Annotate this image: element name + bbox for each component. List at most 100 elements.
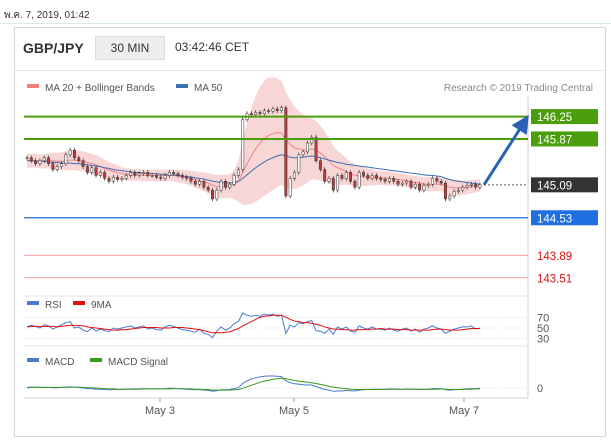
timeframe-button[interactable]: 30 MIN <box>95 36 165 60</box>
candle-body <box>284 107 288 197</box>
candle-body <box>344 172 348 179</box>
rsi-tick-label: 50 <box>537 323 549 335</box>
candle-body <box>176 173 180 176</box>
candle-body <box>55 166 59 170</box>
candle-body <box>103 172 107 179</box>
candle-body <box>154 175 158 178</box>
candle-body <box>400 182 404 185</box>
candle-body <box>474 183 478 188</box>
macd-legend-swatch <box>27 358 39 362</box>
candle-body <box>418 183 422 191</box>
candle-body <box>305 142 309 153</box>
candle-body <box>323 169 327 182</box>
candle-body <box>129 172 132 176</box>
candle-body <box>336 175 340 191</box>
symbol-label: GBP/JPY <box>23 40 84 56</box>
macd-signal-line <box>26 377 480 391</box>
candle-body <box>215 189 219 200</box>
datetime-label: พ.ค. 7, 2019, 01:42 <box>4 10 90 21</box>
macd-legend-label: MACD <box>45 357 74 368</box>
candle-body <box>353 181 357 188</box>
candle-body <box>267 110 271 112</box>
candle-body <box>202 181 206 188</box>
candle-body <box>444 182 447 200</box>
level-label-bg-resistance <box>531 131 598 147</box>
macd-tick-label: 0 <box>537 383 543 395</box>
rsi-line <box>26 312 481 339</box>
candle-body <box>73 149 76 159</box>
candle-body <box>409 181 413 188</box>
candle-body <box>211 189 214 200</box>
candle-body <box>163 175 167 179</box>
candle-body <box>167 172 171 176</box>
candle-body <box>142 172 145 174</box>
rsi-ma-legend-label: 9MA <box>91 300 112 311</box>
candle-body <box>461 186 465 191</box>
candle-body <box>366 175 370 179</box>
level-label-resistance: 145.87 <box>537 134 572 146</box>
candle-body <box>185 176 189 179</box>
candle-body <box>422 185 426 191</box>
rsi-tick-label: 30 <box>537 334 549 346</box>
candle-body <box>392 178 396 182</box>
candle-body <box>111 176 115 182</box>
candle-body <box>262 110 266 114</box>
candle-body <box>228 183 232 188</box>
candle-body <box>258 112 262 114</box>
candle-body <box>193 181 197 185</box>
level-label-resistance: 146.25 <box>537 112 572 124</box>
rsi-ma-line <box>26 314 480 334</box>
chart-panel: GBP/JPY 30 MIN 03:42:46 CET <box>14 27 606 437</box>
candle-body <box>318 160 322 170</box>
candle-body <box>120 178 124 180</box>
candle-body <box>301 151 305 156</box>
candle-body <box>85 166 89 173</box>
candle-body <box>349 172 353 182</box>
candle-body <box>314 136 318 161</box>
candle-body <box>465 185 469 188</box>
candle-body <box>124 175 128 179</box>
ma20-legend-swatch <box>27 84 39 88</box>
level-label-bg-current <box>531 177 598 193</box>
top-bar: พ.ค. 7, 2019, 01:42 <box>0 0 611 26</box>
candle-body <box>51 163 55 170</box>
candle-body <box>280 107 283 111</box>
candle-body <box>448 195 452 200</box>
candle-body <box>42 157 46 161</box>
candle-body <box>362 172 365 176</box>
candle-body <box>249 113 253 116</box>
candle-body <box>293 172 296 179</box>
candle-body <box>478 184 482 188</box>
level-label-support: 144.53 <box>537 213 572 225</box>
x-tick-label: May 5 <box>279 405 309 417</box>
top-divider <box>0 23 611 24</box>
candle-body <box>38 160 42 164</box>
candle-body <box>98 172 102 176</box>
candle-body <box>413 183 417 188</box>
candle-body <box>25 157 29 159</box>
candle-body <box>90 167 94 173</box>
candle-body <box>34 160 38 164</box>
candle-body <box>47 157 51 164</box>
candle-body <box>288 178 292 197</box>
macd-signal-legend-label: MACD Signal <box>108 357 168 368</box>
candle-body <box>29 157 33 161</box>
candle-body <box>159 176 163 179</box>
level-label-support-red: 143.51 <box>537 273 572 285</box>
candle-body <box>206 186 210 191</box>
candle-body <box>137 173 141 176</box>
candle-body <box>116 176 120 180</box>
candle-body <box>431 178 434 185</box>
candle-body <box>232 175 236 185</box>
candle-body <box>327 178 331 182</box>
macd-signal-legend-swatch <box>90 358 102 362</box>
candle-body <box>236 169 240 176</box>
candle-body <box>133 172 137 176</box>
candle-body <box>81 160 85 167</box>
candle-body <box>189 178 193 182</box>
candle-body <box>435 178 439 182</box>
candle-body <box>172 172 176 174</box>
candle-body <box>331 178 335 191</box>
candle-body <box>198 181 202 185</box>
rsi-legend-label: RSI <box>45 300 62 311</box>
